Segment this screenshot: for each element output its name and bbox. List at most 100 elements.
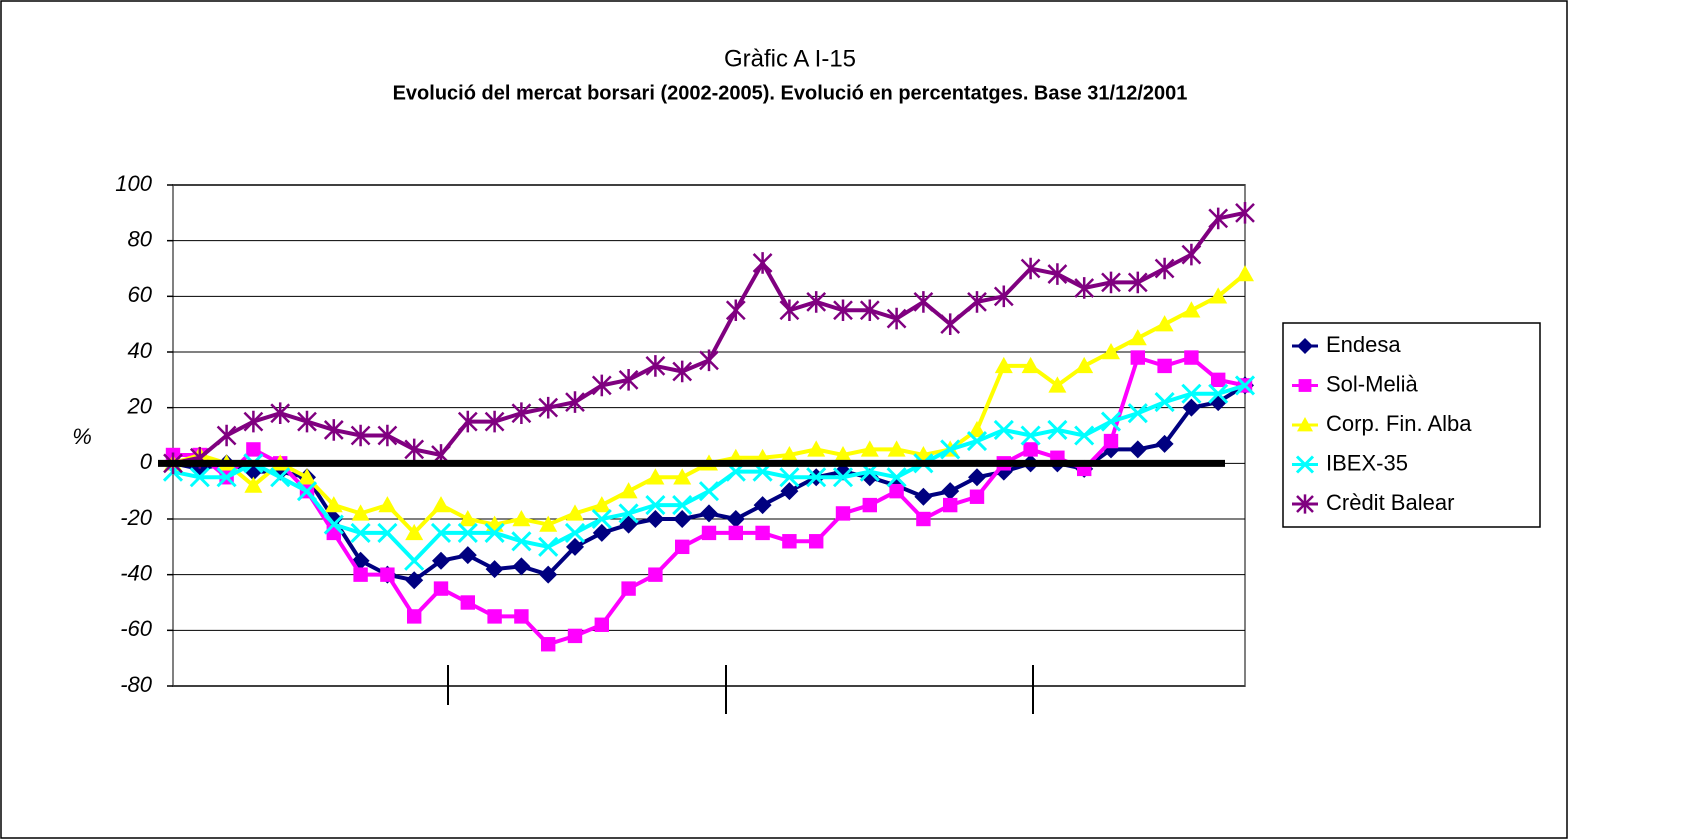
marker <box>407 609 422 624</box>
marker <box>380 567 395 582</box>
marker <box>833 299 853 322</box>
marker <box>673 510 692 528</box>
marker <box>511 531 532 552</box>
marker <box>1182 301 1201 318</box>
marker <box>1101 271 1121 294</box>
marker <box>541 637 556 652</box>
marker <box>913 291 934 313</box>
marker <box>1074 425 1095 446</box>
marker <box>594 617 609 632</box>
marker <box>484 410 505 433</box>
marker <box>673 468 692 485</box>
marker <box>886 307 907 330</box>
y-tick-label: -20 <box>120 505 153 530</box>
y-tick-label: -40 <box>120 560 153 585</box>
legend: Endesa Sol-Melià Corp. Fin. Alba IBEX-35 Crè… <box>1282 322 1541 528</box>
marker <box>1128 329 1147 346</box>
marker <box>298 468 316 485</box>
marker <box>243 410 264 433</box>
marker <box>1047 419 1068 440</box>
y-axis-label: % <box>72 424 92 449</box>
marker <box>699 349 719 372</box>
legend-label: Sol-Melià <box>1326 371 1418 396</box>
marker <box>377 424 398 447</box>
marker <box>514 609 529 624</box>
marker <box>296 481 318 502</box>
marker <box>753 496 772 515</box>
marker <box>914 487 933 506</box>
marker <box>1048 376 1067 393</box>
marker <box>1020 425 1041 446</box>
marker <box>1184 350 1199 365</box>
marker <box>832 467 854 488</box>
marker <box>1182 398 1201 417</box>
y-tick-label: 20 <box>127 393 153 418</box>
marker <box>564 522 586 543</box>
marker <box>216 467 237 488</box>
marker <box>1298 379 1312 392</box>
legend-label: Endesa <box>1326 332 1401 357</box>
marker <box>1234 375 1256 396</box>
chart-title: Gràfic A I-15 <box>724 45 856 72</box>
marker <box>645 495 666 516</box>
marker <box>1102 343 1120 360</box>
marker <box>350 424 371 447</box>
marker <box>1154 257 1175 280</box>
marker <box>806 291 827 313</box>
marker <box>806 467 827 488</box>
marker <box>458 546 477 565</box>
marker <box>779 299 800 322</box>
marker <box>1211 372 1226 388</box>
marker <box>1157 358 1172 374</box>
marker <box>485 560 504 579</box>
marker <box>270 402 291 425</box>
marker <box>323 514 344 535</box>
marker <box>969 489 985 504</box>
marker <box>672 360 693 383</box>
marker <box>378 496 397 513</box>
marker <box>592 496 611 513</box>
marker <box>860 440 879 457</box>
marker <box>539 565 558 584</box>
marker <box>487 609 502 624</box>
marker <box>512 510 531 527</box>
marker <box>350 522 371 543</box>
marker <box>862 497 877 513</box>
marker <box>755 525 770 541</box>
marker <box>887 440 906 457</box>
marker <box>780 482 799 501</box>
marker <box>916 511 931 527</box>
legend-label: IBEX-35 <box>1326 450 1408 475</box>
y-tick-label: 60 <box>128 282 153 307</box>
marker <box>592 523 611 542</box>
legend-label: Corp. Fin. Alba <box>1326 411 1472 436</box>
marker <box>1075 356 1094 374</box>
marker <box>993 285 1014 308</box>
marker <box>941 482 960 501</box>
marker <box>1208 383 1229 404</box>
marker <box>940 439 961 460</box>
marker <box>565 391 585 413</box>
marker <box>512 557 531 576</box>
marker <box>782 534 797 549</box>
marker <box>404 550 425 571</box>
marker <box>270 467 291 488</box>
marker <box>351 504 370 521</box>
marker <box>700 504 718 523</box>
marker <box>377 522 398 543</box>
marker <box>591 508 612 530</box>
legend-label: Crèdit Balear <box>1326 490 1454 515</box>
marker <box>618 369 639 391</box>
marker <box>539 515 558 532</box>
marker <box>1103 433 1119 449</box>
marker <box>1297 338 1313 354</box>
marker <box>323 419 344 441</box>
marker <box>675 539 690 555</box>
marker <box>1127 271 1148 294</box>
marker <box>1127 403 1148 424</box>
marker <box>725 299 746 322</box>
marker <box>538 396 559 419</box>
marker <box>246 442 261 457</box>
marker <box>460 595 475 610</box>
marker <box>433 581 449 596</box>
